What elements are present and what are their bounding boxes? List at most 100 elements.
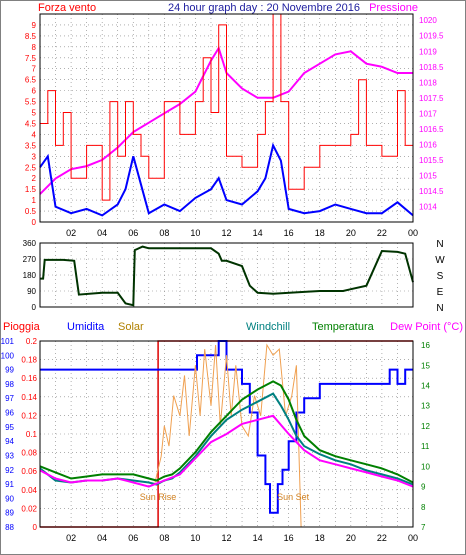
temp-tick-label: 16	[421, 341, 430, 350]
temp-tick-label: 8	[421, 503, 426, 512]
humidity-tick-label: 90	[5, 494, 14, 503]
hour-tick-label: 16	[284, 228, 294, 238]
wind-pressure-panel: Forza vento 24 hour graph day : 20 Novem…	[25, 2, 444, 238]
hour-tick-label: 22	[377, 533, 387, 543]
chart-title: 24 hour graph day : 20 Novembre 2016	[168, 2, 360, 14]
rain-tick-label: 0.08	[21, 449, 37, 458]
hour-tick-label: 08	[159, 533, 169, 543]
temperature-panel-ticks: 88899091929394959697989910010100.020.040…	[1, 337, 431, 543]
pressure-tick-label: 1014.5	[419, 187, 444, 196]
hour-tick-label: 20	[346, 533, 356, 543]
rain-tick-label: 0.18	[21, 356, 37, 365]
hour-tick-label: 02	[66, 533, 76, 543]
dew-point-line	[39, 414, 414, 488]
direction-tick-label: 180	[23, 271, 37, 280]
sun-rise-annotation: Sun Rise	[140, 492, 177, 502]
temp-tick-label: 10	[421, 462, 430, 471]
solar-legend-label: Solar	[118, 321, 144, 333]
humidity-tick-label: 95	[5, 423, 14, 432]
temp-tick-label: 11	[421, 442, 430, 451]
humidity-tick-label: 94	[5, 437, 14, 446]
pressure-tick-label: 1019.5	[419, 32, 444, 41]
wind-tick-label: 8.5	[25, 32, 37, 41]
hour-tick-label: 12	[221, 228, 231, 238]
wind-gust-line	[40, 13, 414, 201]
pressure-tick-label: 1018	[419, 78, 437, 87]
hour-tick-label: 00	[408, 533, 418, 543]
rain-tick-label: 0.14	[21, 393, 37, 402]
humidity-tick-label: 100	[1, 351, 15, 360]
compass-label: W	[435, 255, 445, 266]
wind-tick-label: 7.5	[25, 54, 37, 63]
direction-tick-label: 90	[27, 287, 36, 296]
wind-tick-label: 5	[32, 109, 37, 118]
temp-tick-label: 7	[421, 523, 426, 532]
direction-tick-label: 360	[23, 239, 37, 248]
compass-label: E	[437, 287, 444, 298]
pressure-tick-label: 1018.5	[419, 63, 444, 72]
wind-tick-label: 1	[32, 196, 37, 205]
wind-speed-line	[39, 142, 414, 217]
humidity-tick-label: 93	[5, 451, 14, 460]
wind-tick-label: 2.5	[25, 163, 37, 172]
wind-panel-ticks: 00.511.522.533.544.555.566.577.588.59101…	[25, 16, 444, 238]
wind-tick-label: 5.5	[25, 98, 37, 107]
humidity-tick-label: 99	[5, 366, 14, 375]
wind-tick-label: 3	[32, 152, 37, 161]
wind-tick-label: 0.5	[25, 207, 37, 216]
sun-set-annotation: Sun Set	[277, 492, 310, 502]
pressure-tick-label: 1017	[419, 109, 437, 118]
direction-tick-label: 270	[23, 255, 37, 264]
hour-tick-label: 10	[190, 228, 200, 238]
pressure-tick-label: 1014	[419, 202, 437, 211]
wind-tick-label: 1.5	[25, 185, 37, 194]
hour-tick-label: 14	[253, 533, 263, 543]
wind-tick-label: 4.5	[25, 119, 37, 128]
direction-panel-series	[40, 245, 414, 307]
wind-tick-label: 9	[32, 21, 37, 30]
wind-tick-label: 4	[32, 130, 37, 139]
hour-tick-label: 14	[253, 228, 263, 238]
hour-tick-label: 22	[377, 228, 387, 238]
solar-line	[154, 343, 302, 528]
temp-tick-label: 15	[421, 361, 430, 370]
wind-tick-label: 2	[32, 174, 37, 183]
humidity-tick-label: 98	[5, 380, 14, 389]
wind-tick-label: 6.5	[25, 76, 37, 85]
temp-tick-label: 13	[421, 402, 430, 411]
wind-panel-series	[39, 13, 414, 217]
hour-tick-label: 18	[315, 228, 325, 238]
wind-tick-label: 8	[32, 43, 37, 52]
pressure-tick-label: 1015	[419, 171, 437, 180]
temp-tick-label: 12	[421, 422, 430, 431]
hour-tick-label: 08	[159, 228, 169, 238]
humidity-tick-label: 88	[5, 523, 14, 532]
hour-tick-label: 06	[128, 228, 138, 238]
wind-tick-label: 7	[32, 65, 37, 74]
pressure-tick-label: 1016	[419, 140, 437, 149]
wind-panel-frame	[39, 13, 414, 223]
pressure-tick-label: 1017.5	[419, 94, 444, 103]
dew-point-legend-label: Dew Point (°C)	[390, 321, 463, 333]
humidity-tick-label: 92	[5, 466, 14, 475]
rain-tick-label: 0.1	[26, 430, 38, 439]
rain-tick-label: 0	[33, 523, 38, 532]
pressure-tick-label: 1019	[419, 47, 437, 56]
compass-label: N	[436, 303, 443, 314]
rain-tick-label: 0.06	[21, 467, 37, 476]
hour-tick-label: 10	[190, 533, 200, 543]
temperature-humidity-panel: Pioggia Umidita Solar Windchill Temperat…	[1, 321, 463, 543]
temperature-panel-frame	[39, 340, 414, 528]
direction-tick-label: 0	[32, 303, 37, 312]
compass-label: N	[436, 239, 443, 250]
hour-tick-label: 20	[346, 228, 356, 238]
humidity-tick-label: 96	[5, 409, 14, 418]
pressure-line	[39, 45, 413, 195]
hour-tick-label: 16	[284, 533, 294, 543]
hour-tick-label: 00	[408, 228, 418, 238]
temp-tick-label: 9	[421, 483, 426, 492]
humidity-legend-label: Umidita	[67, 321, 105, 333]
